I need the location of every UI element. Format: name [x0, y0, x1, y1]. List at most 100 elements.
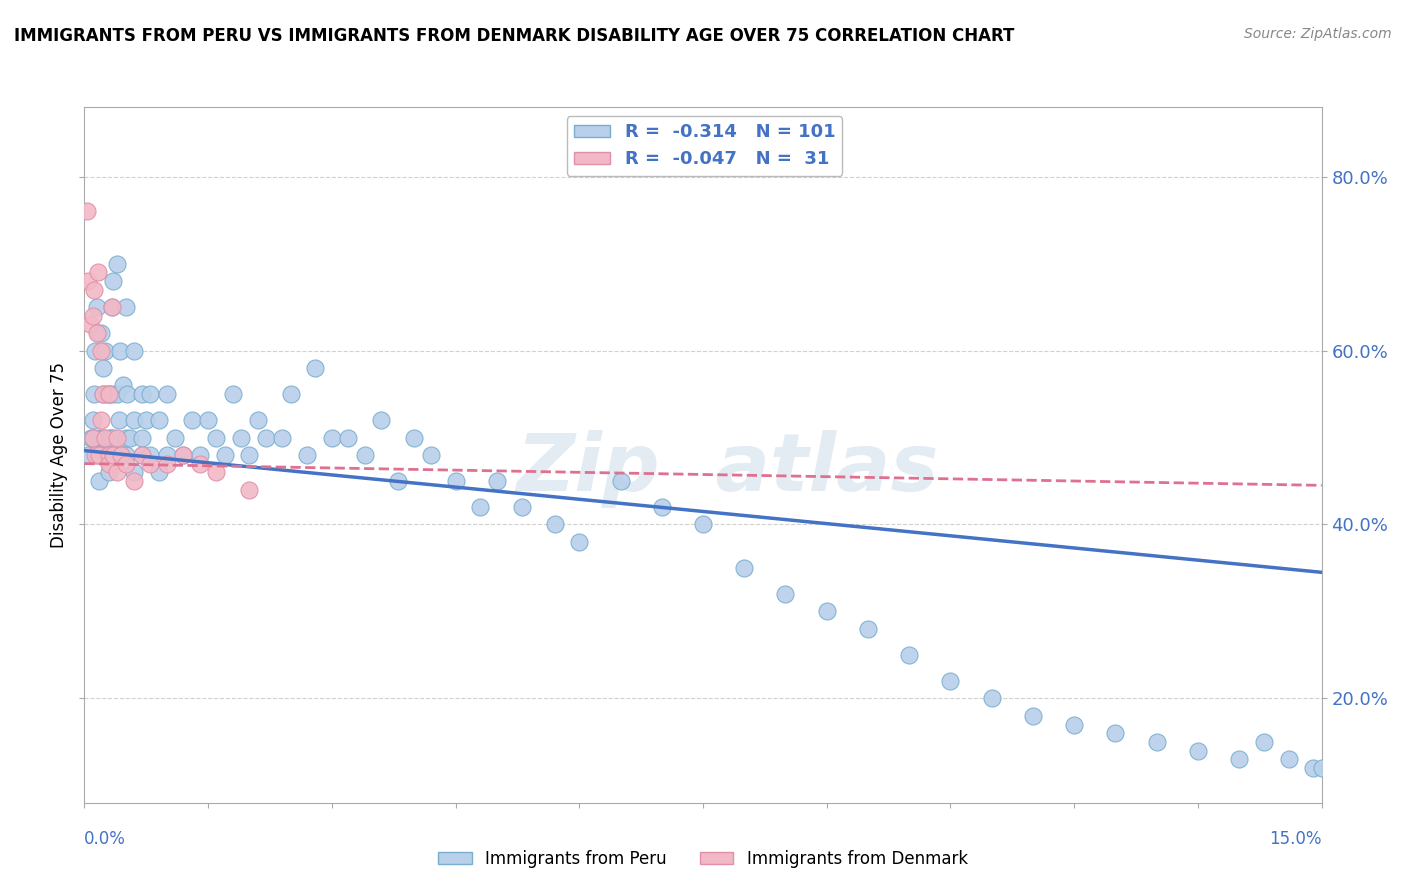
Point	[404, 430, 426, 444]
Point	[108, 343, 131, 358]
Point	[82, 413, 104, 427]
Point	[980, 691, 1002, 706]
Point	[91, 361, 114, 376]
Point	[122, 474, 145, 488]
Point	[114, 457, 136, 471]
Point	[139, 448, 162, 462]
Point	[510, 500, 533, 514]
Point	[117, 387, 139, 401]
Point	[222, 387, 245, 401]
Point	[90, 413, 112, 427]
Legend: R =  -0.314   N = 101, R =  -0.047   N =  31: R = -0.314 N = 101, R = -0.047 N = 31	[567, 116, 842, 176]
Point	[148, 466, 170, 480]
Point	[156, 457, 179, 471]
Point	[105, 387, 128, 401]
Point	[205, 466, 228, 480]
Point	[205, 430, 228, 444]
Text: Source: ZipAtlas.com: Source: ZipAtlas.com	[1244, 27, 1392, 41]
Point	[90, 430, 112, 444]
Point	[98, 448, 121, 462]
Point	[94, 343, 117, 358]
Point	[114, 448, 136, 462]
Point	[83, 283, 105, 297]
Point	[105, 448, 128, 462]
Point	[98, 430, 121, 444]
Point	[86, 265, 108, 279]
Point	[156, 448, 179, 462]
Point	[93, 430, 115, 444]
Point	[1063, 717, 1085, 731]
Point	[131, 448, 153, 462]
Point	[470, 500, 492, 514]
Point	[856, 622, 879, 636]
Point	[77, 448, 100, 462]
Point	[114, 430, 136, 444]
Point	[238, 483, 260, 497]
Point	[370, 413, 392, 427]
Point	[280, 387, 302, 401]
Point	[180, 413, 202, 427]
Point	[89, 448, 111, 462]
Point	[91, 387, 114, 401]
Point	[105, 257, 128, 271]
Point	[419, 448, 441, 462]
Text: Zip  atlas: Zip atlas	[516, 430, 939, 508]
Point	[1310, 761, 1333, 775]
Point	[100, 387, 122, 401]
Text: 0.0%: 0.0%	[84, 830, 127, 847]
Point	[105, 466, 128, 480]
Point	[82, 430, 104, 444]
Point	[83, 387, 105, 401]
Point	[485, 474, 508, 488]
Point	[87, 326, 110, 340]
Point	[122, 466, 145, 480]
Point	[568, 534, 591, 549]
Point	[84, 343, 107, 358]
Point	[1227, 752, 1250, 766]
Point	[1146, 735, 1168, 749]
Point	[188, 448, 211, 462]
Point	[135, 413, 157, 427]
Point	[114, 300, 136, 314]
Point	[100, 300, 122, 314]
Point	[898, 648, 921, 662]
Point	[304, 361, 326, 376]
Point	[1187, 744, 1209, 758]
Point	[295, 448, 318, 462]
Y-axis label: Disability Age Over 75: Disability Age Over 75	[51, 362, 69, 548]
Point	[197, 413, 219, 427]
Point	[254, 430, 277, 444]
Point	[110, 448, 132, 462]
Point	[139, 387, 162, 401]
Point	[775, 587, 797, 601]
Point	[98, 457, 121, 471]
Point	[1022, 708, 1045, 723]
Point	[131, 448, 153, 462]
Point	[1104, 726, 1126, 740]
Point	[214, 448, 236, 462]
Point	[108, 413, 131, 427]
Point	[131, 430, 153, 444]
Point	[82, 309, 104, 323]
Point	[543, 517, 565, 532]
Point	[96, 387, 118, 401]
Point	[79, 318, 101, 332]
Point	[103, 274, 125, 288]
Point	[1253, 735, 1275, 749]
Point	[271, 430, 294, 444]
Point	[122, 413, 145, 427]
Point	[90, 343, 112, 358]
Point	[148, 413, 170, 427]
Point	[103, 430, 125, 444]
Point	[337, 430, 360, 444]
Point	[103, 448, 125, 462]
Point	[651, 500, 673, 514]
Point	[122, 343, 145, 358]
Point	[609, 474, 631, 488]
Point	[76, 204, 98, 219]
Point	[86, 326, 108, 340]
Point	[86, 300, 108, 314]
Point	[139, 457, 162, 471]
Point	[387, 474, 409, 488]
Point	[188, 457, 211, 471]
